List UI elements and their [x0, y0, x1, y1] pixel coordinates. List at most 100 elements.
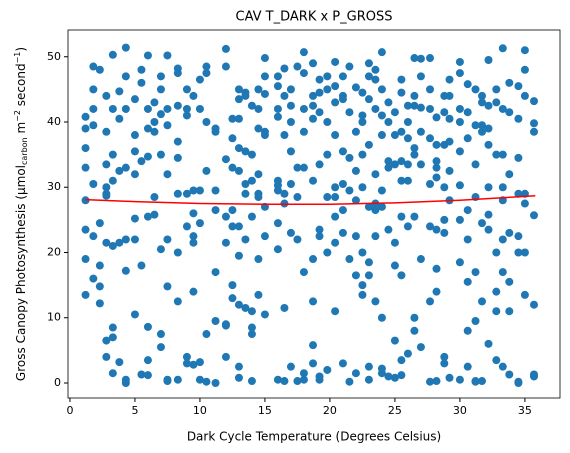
point — [514, 82, 523, 91]
x-tick-label: 15 — [258, 404, 272, 417]
point — [89, 62, 98, 71]
point — [455, 104, 464, 113]
point — [221, 238, 230, 247]
point — [331, 131, 340, 140]
point — [163, 104, 172, 113]
point — [163, 282, 172, 291]
point — [432, 163, 441, 172]
point — [498, 362, 507, 371]
point — [416, 103, 425, 112]
point — [463, 277, 472, 286]
point — [377, 131, 386, 140]
point — [89, 85, 98, 94]
point — [202, 377, 211, 386]
point — [286, 85, 295, 94]
point — [173, 375, 182, 384]
point — [471, 160, 480, 169]
point — [241, 91, 250, 100]
point — [293, 235, 302, 244]
point — [143, 322, 152, 331]
point — [403, 349, 412, 358]
point — [484, 140, 493, 149]
point — [390, 336, 399, 345]
point — [384, 157, 393, 166]
point — [371, 75, 380, 84]
point — [163, 375, 172, 384]
point — [273, 82, 282, 91]
point — [163, 170, 172, 179]
point — [492, 287, 501, 296]
y-label-main: Gross Canopy Photosynthesis (μmol — [14, 165, 28, 381]
point — [195, 186, 204, 195]
point — [228, 206, 237, 215]
point — [377, 186, 386, 195]
point — [397, 212, 406, 221]
point — [403, 118, 412, 126]
point — [102, 183, 111, 192]
point — [397, 271, 406, 280]
y-label-close: ) — [14, 47, 28, 52]
point — [182, 189, 191, 198]
point — [293, 377, 302, 386]
point — [514, 114, 523, 123]
point — [416, 255, 425, 264]
point — [390, 160, 399, 169]
point — [299, 163, 308, 172]
point — [432, 157, 441, 166]
point — [315, 225, 324, 234]
y-label-sup2: −1 — [13, 52, 22, 64]
point — [520, 46, 529, 55]
point — [364, 258, 373, 267]
point — [299, 375, 308, 384]
point — [173, 153, 182, 162]
point — [345, 186, 354, 195]
point — [445, 114, 454, 123]
y-label-sup1: −2 — [13, 110, 22, 122]
point — [323, 118, 332, 126]
point — [108, 50, 117, 59]
point — [403, 160, 412, 169]
point — [254, 193, 263, 202]
point — [130, 235, 139, 244]
point — [241, 189, 250, 198]
point — [492, 356, 501, 365]
point — [273, 245, 282, 254]
point — [102, 336, 111, 345]
point — [498, 183, 507, 192]
x-tick-label: 30 — [453, 404, 467, 417]
point — [293, 193, 302, 202]
point — [445, 137, 454, 146]
fit-line — [85, 194, 536, 205]
point — [440, 352, 449, 361]
point — [455, 57, 464, 66]
point — [455, 147, 464, 156]
y-tick-label: 0 — [54, 376, 61, 389]
y-label-sub: carbon — [20, 137, 29, 165]
point — [358, 183, 367, 192]
point — [315, 88, 324, 97]
point — [397, 371, 406, 380]
point — [331, 238, 340, 247]
point — [173, 189, 182, 198]
point — [371, 104, 380, 113]
point — [505, 370, 514, 379]
point — [358, 290, 367, 299]
point — [445, 166, 454, 175]
point — [397, 75, 406, 84]
point — [115, 166, 124, 175]
point — [514, 189, 523, 198]
point — [89, 179, 98, 188]
y-tick-label: 30 — [47, 180, 61, 193]
point — [397, 356, 406, 365]
point — [202, 62, 211, 71]
point — [143, 371, 152, 380]
point — [89, 121, 98, 130]
point — [189, 360, 198, 369]
point — [173, 69, 182, 78]
point — [228, 222, 237, 231]
point — [202, 330, 211, 339]
point — [260, 131, 269, 140]
point — [143, 356, 152, 365]
point — [102, 127, 111, 136]
point — [426, 377, 435, 386]
